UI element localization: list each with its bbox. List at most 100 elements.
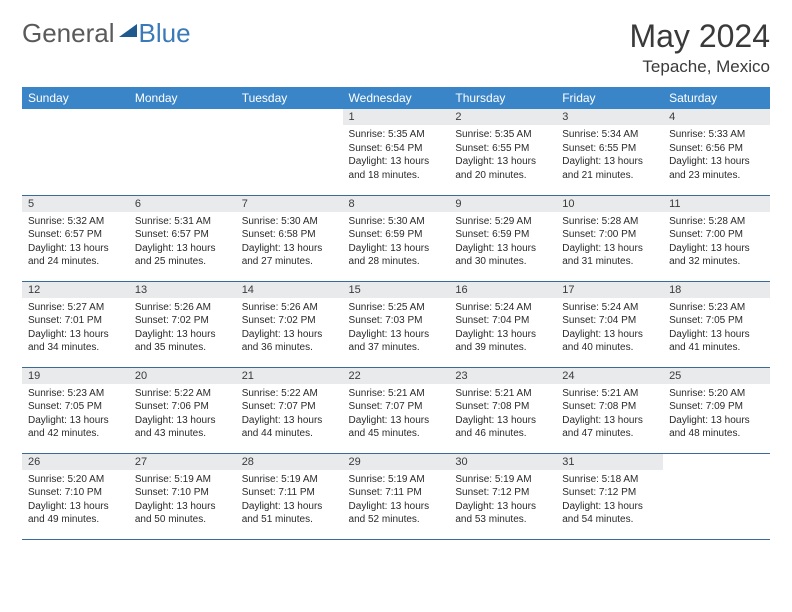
day-number: 5	[22, 196, 129, 212]
sunset-text: Sunset: 6:54 PM	[349, 142, 444, 156]
daylight-text: Daylight: 13 hours and 52 minutes.	[349, 500, 444, 527]
sunset-text: Sunset: 7:11 PM	[349, 486, 444, 500]
daylight-text: Daylight: 13 hours and 35 minutes.	[135, 328, 230, 355]
daylight-text: Daylight: 13 hours and 34 minutes.	[28, 328, 123, 355]
daylight-text: Daylight: 13 hours and 51 minutes.	[242, 500, 337, 527]
sunrise-text: Sunrise: 5:25 AM	[349, 301, 444, 315]
sunset-text: Sunset: 6:57 PM	[28, 228, 123, 242]
day-cell: 16Sunrise: 5:24 AMSunset: 7:04 PMDayligh…	[449, 281, 556, 367]
sunrise-text: Sunrise: 5:27 AM	[28, 301, 123, 315]
sunset-text: Sunset: 7:00 PM	[562, 228, 657, 242]
sunrise-text: Sunrise: 5:21 AM	[562, 387, 657, 401]
day-number: 22	[343, 368, 450, 384]
daylight-text: Daylight: 13 hours and 31 minutes.	[562, 242, 657, 269]
day-header-thursday: Thursday	[449, 87, 556, 109]
week-row: 26Sunrise: 5:20 AMSunset: 7:10 PMDayligh…	[22, 453, 770, 539]
day-number: 9	[449, 196, 556, 212]
day-number: 25	[663, 368, 770, 384]
day-cell: 28Sunrise: 5:19 AMSunset: 7:11 PMDayligh…	[236, 453, 343, 539]
day-number: 10	[556, 196, 663, 212]
daylight-text: Daylight: 13 hours and 44 minutes.	[242, 414, 337, 441]
day-number: 31	[556, 454, 663, 470]
sunset-text: Sunset: 7:04 PM	[562, 314, 657, 328]
day-number: 13	[129, 282, 236, 298]
sunrise-text: Sunrise: 5:26 AM	[242, 301, 337, 315]
day-cell: 18Sunrise: 5:23 AMSunset: 7:05 PMDayligh…	[663, 281, 770, 367]
sunrise-text: Sunrise: 5:30 AM	[349, 215, 444, 229]
day-cell: 5Sunrise: 5:32 AMSunset: 6:57 PMDaylight…	[22, 195, 129, 281]
day-cell: 17Sunrise: 5:24 AMSunset: 7:04 PMDayligh…	[556, 281, 663, 367]
daylight-text: Daylight: 13 hours and 37 minutes.	[349, 328, 444, 355]
sunset-text: Sunset: 7:07 PM	[349, 400, 444, 414]
daylight-text: Daylight: 13 hours and 45 minutes.	[349, 414, 444, 441]
sunrise-text: Sunrise: 5:31 AM	[135, 215, 230, 229]
day-number: 12	[22, 282, 129, 298]
day-number: 3	[556, 109, 663, 125]
sunrise-text: Sunrise: 5:23 AM	[669, 301, 764, 315]
sunrise-text: Sunrise: 5:24 AM	[455, 301, 550, 315]
day-number: 20	[129, 368, 236, 384]
location-label: Tepache, Mexico	[629, 57, 770, 77]
calendar-body: 1Sunrise: 5:35 AMSunset: 6:54 PMDaylight…	[22, 109, 770, 539]
logo-text-blue: Blue	[139, 18, 191, 49]
empty-cell	[663, 453, 770, 539]
daylight-text: Daylight: 13 hours and 36 minutes.	[242, 328, 337, 355]
day-cell: 13Sunrise: 5:26 AMSunset: 7:02 PMDayligh…	[129, 281, 236, 367]
sunset-text: Sunset: 6:59 PM	[455, 228, 550, 242]
day-header-saturday: Saturday	[663, 87, 770, 109]
daylight-text: Daylight: 13 hours and 30 minutes.	[455, 242, 550, 269]
day-cell: 26Sunrise: 5:20 AMSunset: 7:10 PMDayligh…	[22, 453, 129, 539]
day-number: 28	[236, 454, 343, 470]
sunset-text: Sunset: 6:56 PM	[669, 142, 764, 156]
empty-cell	[22, 109, 129, 195]
day-cell: 23Sunrise: 5:21 AMSunset: 7:08 PMDayligh…	[449, 367, 556, 453]
week-row: 5Sunrise: 5:32 AMSunset: 6:57 PMDaylight…	[22, 195, 770, 281]
week-row: 1Sunrise: 5:35 AMSunset: 6:54 PMDaylight…	[22, 109, 770, 195]
day-cell: 20Sunrise: 5:22 AMSunset: 7:06 PMDayligh…	[129, 367, 236, 453]
sunrise-text: Sunrise: 5:24 AM	[562, 301, 657, 315]
daylight-text: Daylight: 13 hours and 49 minutes.	[28, 500, 123, 527]
day-cell: 24Sunrise: 5:21 AMSunset: 7:08 PMDayligh…	[556, 367, 663, 453]
day-cell: 27Sunrise: 5:19 AMSunset: 7:10 PMDayligh…	[129, 453, 236, 539]
daylight-text: Daylight: 13 hours and 40 minutes.	[562, 328, 657, 355]
daylight-text: Daylight: 13 hours and 50 minutes.	[135, 500, 230, 527]
empty-cell	[236, 109, 343, 195]
logo: General Blue	[22, 18, 191, 49]
sunset-text: Sunset: 7:06 PM	[135, 400, 230, 414]
sunset-text: Sunset: 7:10 PM	[135, 486, 230, 500]
sunset-text: Sunset: 7:08 PM	[455, 400, 550, 414]
sunrise-text: Sunrise: 5:20 AM	[28, 473, 123, 487]
day-cell: 4Sunrise: 5:33 AMSunset: 6:56 PMDaylight…	[663, 109, 770, 195]
sunset-text: Sunset: 6:59 PM	[349, 228, 444, 242]
daylight-text: Daylight: 13 hours and 23 minutes.	[669, 155, 764, 182]
daylight-text: Daylight: 13 hours and 47 minutes.	[562, 414, 657, 441]
sunrise-text: Sunrise: 5:32 AM	[28, 215, 123, 229]
daylight-text: Daylight: 13 hours and 46 minutes.	[455, 414, 550, 441]
sunset-text: Sunset: 7:12 PM	[562, 486, 657, 500]
daylight-text: Daylight: 13 hours and 28 minutes.	[349, 242, 444, 269]
sunrise-text: Sunrise: 5:21 AM	[349, 387, 444, 401]
sunrise-text: Sunrise: 5:19 AM	[455, 473, 550, 487]
sunrise-text: Sunrise: 5:18 AM	[562, 473, 657, 487]
sunrise-text: Sunrise: 5:28 AM	[562, 215, 657, 229]
day-number: 15	[343, 282, 450, 298]
sunset-text: Sunset: 7:07 PM	[242, 400, 337, 414]
sunset-text: Sunset: 7:11 PM	[242, 486, 337, 500]
sunrise-text: Sunrise: 5:23 AM	[28, 387, 123, 401]
day-cell: 29Sunrise: 5:19 AMSunset: 7:11 PMDayligh…	[343, 453, 450, 539]
sunset-text: Sunset: 7:09 PM	[669, 400, 764, 414]
day-cell: 3Sunrise: 5:34 AMSunset: 6:55 PMDaylight…	[556, 109, 663, 195]
day-number: 30	[449, 454, 556, 470]
sunset-text: Sunset: 7:01 PM	[28, 314, 123, 328]
logo-text-general: General	[22, 18, 115, 49]
day-number: 29	[343, 454, 450, 470]
day-header-wednesday: Wednesday	[343, 87, 450, 109]
calendar-page: General Blue May 2024 Tepache, Mexico Su…	[0, 0, 792, 558]
sunrise-text: Sunrise: 5:21 AM	[455, 387, 550, 401]
day-number: 19	[22, 368, 129, 384]
sunrise-text: Sunrise: 5:28 AM	[669, 215, 764, 229]
daylight-text: Daylight: 13 hours and 18 minutes.	[349, 155, 444, 182]
daylight-text: Daylight: 13 hours and 43 minutes.	[135, 414, 230, 441]
day-cell: 11Sunrise: 5:28 AMSunset: 7:00 PMDayligh…	[663, 195, 770, 281]
sunset-text: Sunset: 6:57 PM	[135, 228, 230, 242]
